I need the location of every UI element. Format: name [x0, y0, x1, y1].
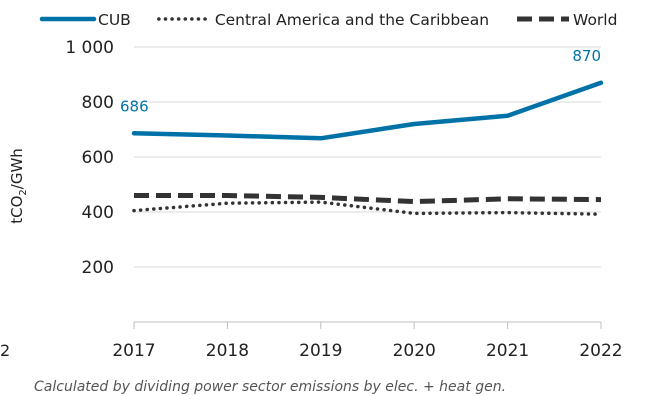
y-axis-title-subscript: 2 [18, 189, 29, 195]
x-tick-label: 2018 [206, 341, 249, 361]
x-tick-label: 2017 [112, 341, 155, 361]
y-tick-label: 400 [82, 203, 114, 223]
legend-label: Central America and the Caribbean [215, 11, 489, 29]
footnote: Calculated by dividing power sector emis… [34, 379, 506, 395]
legend: CUB Central America and the Caribbean Worl… [39, 11, 617, 29]
y-tick-label: 1 000 [65, 38, 114, 58]
x-tick-label: 2020 [393, 341, 436, 361]
series-line-central-america-and-the-caribbean [132, 200, 603, 216]
stray-text: 2 [0, 341, 10, 360]
gridlines [134, 46, 601, 268]
y-axis-title-unit: /GWh [8, 148, 26, 189]
series-lines [131, 80, 604, 216]
data-label: 686 [120, 97, 149, 115]
tick-labels: 200 400 600 800 1 000 2017 2018 2019 2020 2021 202… [65, 38, 622, 361]
legend-label: CUB [98, 11, 131, 29]
y-axis-title: tCO2/GWh [8, 148, 29, 224]
x-tick-label: 2021 [486, 341, 529, 361]
x-tick-label: 2022 [579, 341, 622, 361]
y-tick-label: 200 [82, 258, 114, 278]
x-tick-label: 2019 [299, 341, 342, 361]
data-label: 870 [572, 47, 601, 65]
y-tick-label: 600 [82, 148, 114, 168]
data-labels: 686 870 [120, 47, 601, 116]
x-axis [133, 321, 602, 329]
legend-label: World [573, 11, 617, 29]
series-line-world [134, 193, 602, 205]
y-axis-title-main: tCO [8, 196, 26, 224]
y-tick-label: 800 [82, 93, 114, 113]
series-line-cub [131, 80, 604, 141]
